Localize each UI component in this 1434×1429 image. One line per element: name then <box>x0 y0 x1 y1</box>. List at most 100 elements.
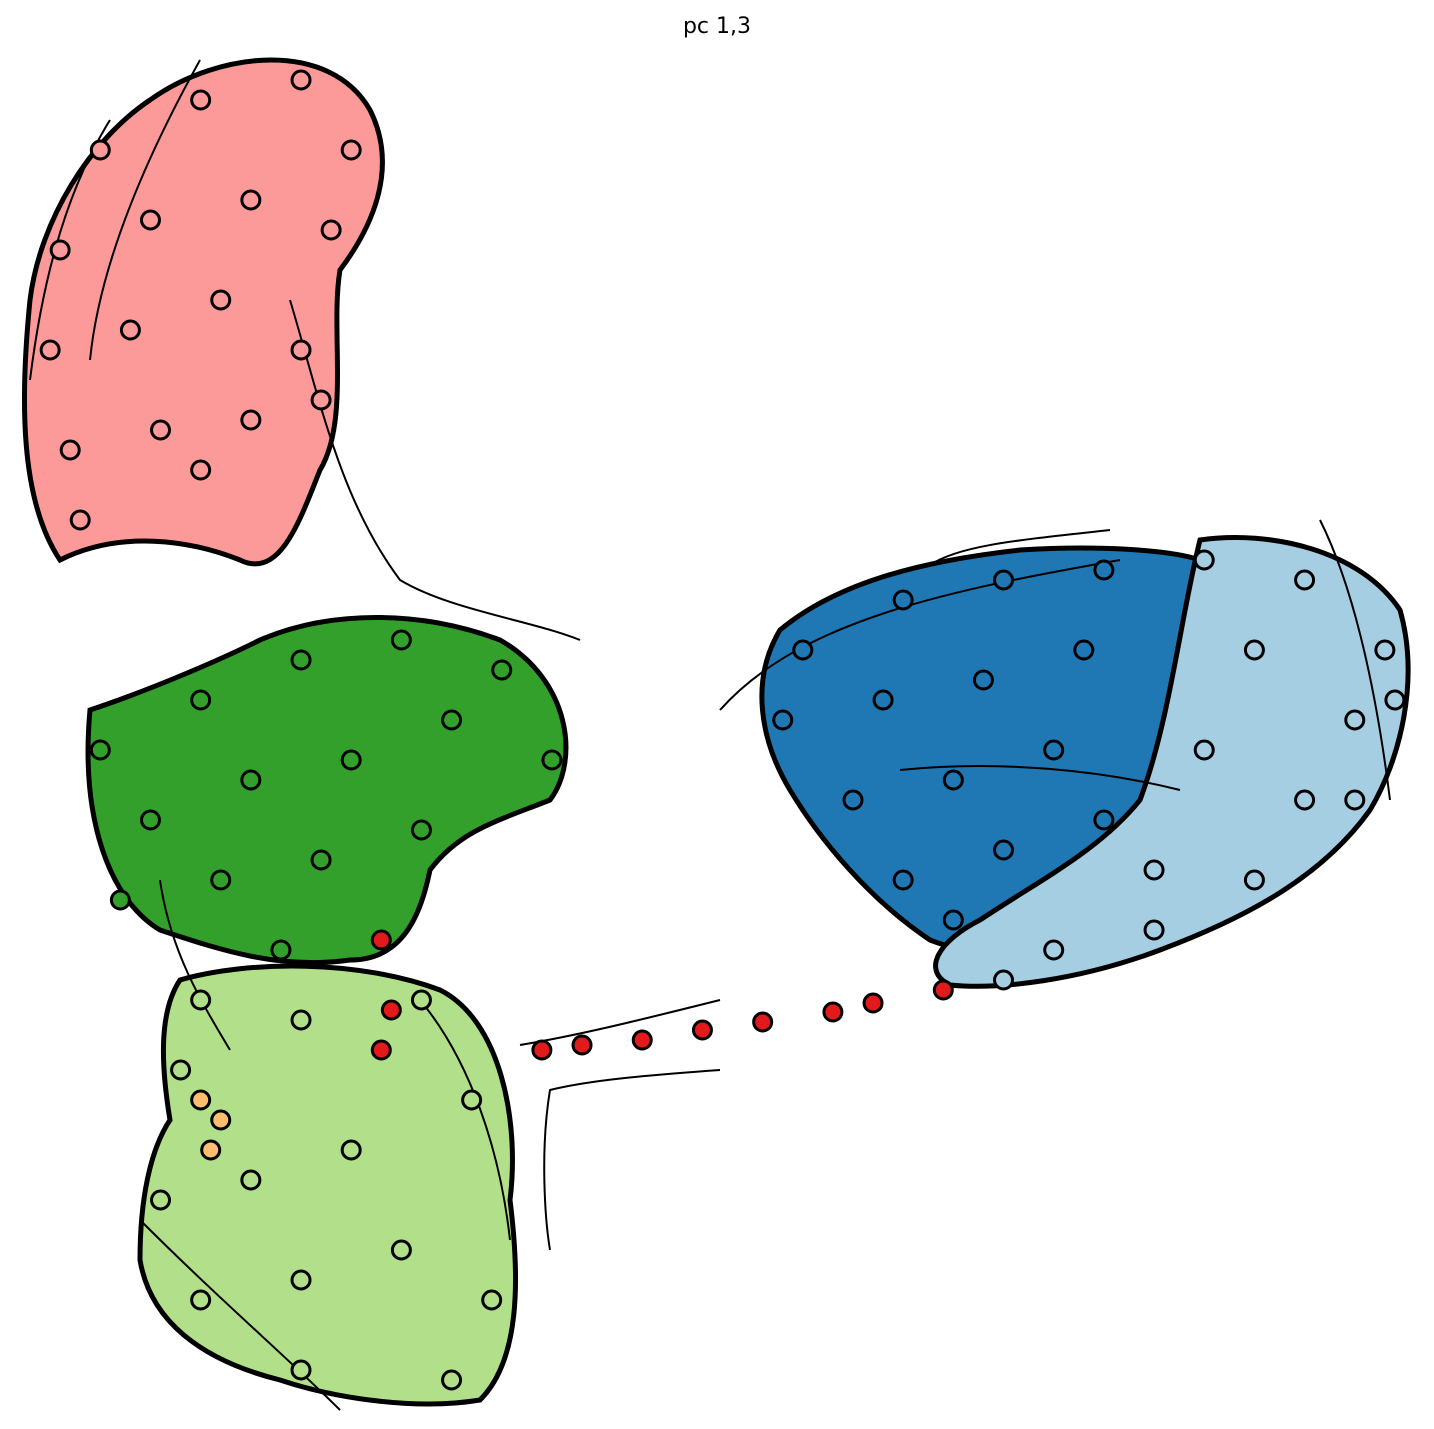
point <box>1294 569 1316 591</box>
point <box>210 1109 232 1131</box>
point <box>1093 559 1115 581</box>
point <box>1344 789 1366 811</box>
streamline <box>899 765 1181 791</box>
point <box>370 929 392 951</box>
point <box>1243 639 1265 661</box>
point <box>39 339 61 361</box>
point <box>631 1029 653 1051</box>
point <box>170 1059 192 1081</box>
point <box>190 89 212 111</box>
point <box>1043 939 1065 961</box>
point <box>993 569 1015 591</box>
point <box>210 289 232 311</box>
point <box>240 189 262 211</box>
point <box>1093 809 1115 831</box>
streamline <box>289 299 581 641</box>
points <box>39 69 1406 1391</box>
point <box>89 139 111 161</box>
chart-title: pc 1,3 <box>683 14 751 39</box>
point <box>190 689 212 711</box>
point <box>69 509 91 531</box>
point <box>481 1289 503 1311</box>
point <box>872 689 894 711</box>
point <box>210 869 232 891</box>
point <box>410 989 432 1011</box>
point <box>290 69 312 91</box>
point <box>380 999 402 1021</box>
point <box>59 439 81 461</box>
point <box>822 1001 844 1023</box>
cluster-shape <box>933 535 1411 989</box>
point <box>1193 739 1215 761</box>
point <box>139 809 161 831</box>
point <box>290 649 312 671</box>
point <box>290 1359 312 1381</box>
point <box>139 209 161 231</box>
point <box>1143 859 1165 881</box>
point <box>932 979 954 1001</box>
streamlines <box>29 59 1391 1411</box>
point <box>1243 869 1265 891</box>
point <box>1294 789 1316 811</box>
point <box>320 219 342 241</box>
point <box>993 839 1015 861</box>
streamline <box>929 529 1111 566</box>
point <box>240 769 262 791</box>
point <box>190 459 212 481</box>
point <box>150 419 172 441</box>
point <box>461 1089 483 1111</box>
streamline <box>159 879 231 1051</box>
point <box>862 992 884 1014</box>
point <box>441 709 463 731</box>
point <box>109 889 131 911</box>
cluster-shape <box>21 57 385 567</box>
cluster-shapes <box>21 57 1411 1407</box>
cluster-shape <box>137 963 519 1407</box>
streamline <box>139 1219 341 1411</box>
streamline <box>419 999 511 1241</box>
point <box>340 749 362 771</box>
point <box>772 709 794 731</box>
point <box>240 409 262 431</box>
point <box>1193 549 1215 571</box>
point <box>240 1169 262 1191</box>
point <box>571 1034 593 1056</box>
point <box>1073 639 1095 661</box>
point <box>1344 709 1366 731</box>
point <box>270 939 292 961</box>
point <box>119 319 141 341</box>
point <box>541 749 563 771</box>
point <box>691 1019 713 1041</box>
point <box>89 739 111 761</box>
point <box>310 389 332 411</box>
point <box>410 819 432 841</box>
point <box>290 339 312 361</box>
point <box>340 1139 362 1161</box>
point <box>150 1189 172 1211</box>
point <box>1043 739 1065 761</box>
point <box>190 1089 212 1111</box>
streamline <box>719 559 1121 711</box>
point <box>942 769 964 791</box>
point <box>892 589 914 611</box>
streamline <box>1319 519 1391 801</box>
streamline <box>519 999 721 1046</box>
point <box>892 869 914 891</box>
point <box>190 1289 212 1311</box>
point <box>49 239 71 261</box>
point <box>200 1139 222 1161</box>
point <box>993 969 1015 991</box>
point <box>752 1011 774 1033</box>
point <box>441 1369 463 1391</box>
point <box>190 989 212 1011</box>
point <box>310 849 332 871</box>
point <box>340 139 362 161</box>
point <box>531 1039 553 1061</box>
point <box>842 789 864 811</box>
point <box>792 639 814 661</box>
point <box>1374 639 1396 661</box>
streamline <box>543 1069 721 1251</box>
point <box>290 1269 312 1291</box>
point <box>972 669 994 691</box>
